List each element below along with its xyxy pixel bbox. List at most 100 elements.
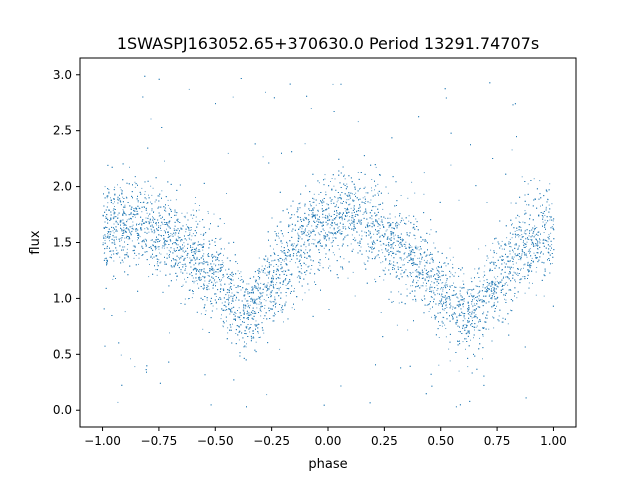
data-point xyxy=(113,236,115,238)
data-point xyxy=(113,242,115,244)
data-point xyxy=(259,308,261,310)
data-point xyxy=(191,297,193,299)
data-point xyxy=(342,226,344,227)
data-point xyxy=(458,341,460,342)
data-point xyxy=(107,233,109,234)
data-point xyxy=(529,248,531,250)
data-point xyxy=(502,278,504,279)
data-point xyxy=(266,266,268,268)
data-point xyxy=(163,224,165,225)
data-point xyxy=(408,254,410,256)
data-point xyxy=(501,248,503,250)
data-point xyxy=(285,284,287,286)
data-point xyxy=(334,254,335,256)
data-point xyxy=(510,202,512,204)
data-point xyxy=(405,244,407,246)
data-point xyxy=(274,313,276,315)
data-point xyxy=(509,238,511,240)
data-point xyxy=(134,181,136,183)
data-point xyxy=(163,230,165,232)
data-point xyxy=(512,251,514,253)
data-point xyxy=(473,303,475,305)
data-point xyxy=(442,309,444,311)
data-point xyxy=(439,300,440,302)
data-point xyxy=(291,248,293,250)
data-point xyxy=(467,331,469,333)
data-point xyxy=(418,249,420,251)
data-point xyxy=(233,284,235,286)
data-point xyxy=(400,266,402,268)
data-point xyxy=(148,276,150,278)
data-point xyxy=(163,245,165,247)
data-point xyxy=(239,279,241,281)
data-point xyxy=(431,296,433,298)
data-point xyxy=(213,269,215,271)
data-point xyxy=(232,323,233,325)
data-point xyxy=(362,197,364,199)
data-point xyxy=(479,280,481,282)
data-point xyxy=(189,257,191,259)
data-point xyxy=(493,327,495,329)
data-point xyxy=(485,245,487,247)
data-point xyxy=(262,292,264,294)
data-point xyxy=(312,238,314,240)
data-point xyxy=(271,292,272,294)
data-point xyxy=(419,262,421,264)
data-point xyxy=(517,253,518,255)
data-point xyxy=(462,312,464,314)
data-point xyxy=(355,239,357,241)
data-point xyxy=(315,227,317,229)
data-point xyxy=(370,199,372,201)
data-point xyxy=(249,304,251,306)
data-point xyxy=(230,282,231,284)
data-point xyxy=(523,246,525,248)
data-point xyxy=(102,235,104,237)
data-point xyxy=(126,219,128,221)
data-point xyxy=(438,279,439,281)
data-point xyxy=(199,271,201,273)
data-point xyxy=(282,271,284,273)
data-point xyxy=(342,212,344,214)
data-point xyxy=(165,210,167,212)
data-point xyxy=(251,338,252,340)
data-point xyxy=(449,360,451,362)
data-point xyxy=(510,289,512,291)
data-point xyxy=(345,201,347,203)
data-point xyxy=(215,264,217,266)
data-point xyxy=(137,239,139,241)
data-point xyxy=(543,238,545,240)
data-point xyxy=(406,288,408,290)
data-point xyxy=(266,284,268,286)
data-point xyxy=(371,187,372,189)
data-point xyxy=(463,300,465,302)
data-point xyxy=(168,249,170,251)
data-point xyxy=(176,260,178,262)
data-point xyxy=(203,253,205,255)
data-point xyxy=(407,276,409,278)
data-point xyxy=(339,230,341,232)
data-point xyxy=(352,248,354,250)
data-point xyxy=(252,301,254,303)
data-point xyxy=(170,235,172,237)
data-point xyxy=(231,274,233,276)
data-point xyxy=(183,245,185,247)
data-point xyxy=(350,207,352,209)
data-point xyxy=(306,217,307,219)
data-point xyxy=(308,265,310,267)
data-point xyxy=(524,230,526,232)
data-point xyxy=(198,264,200,266)
data-point xyxy=(269,293,271,295)
data-point xyxy=(120,189,122,191)
data-point xyxy=(510,309,511,311)
data-point xyxy=(300,254,302,256)
data-point xyxy=(278,237,280,239)
data-point xyxy=(183,235,185,237)
data-point xyxy=(301,273,303,275)
data-point xyxy=(220,237,222,239)
data-point xyxy=(246,343,247,345)
data-point xyxy=(438,293,440,295)
data-point xyxy=(239,273,241,274)
data-point xyxy=(250,301,252,302)
data-point xyxy=(409,255,411,257)
data-point xyxy=(141,229,143,231)
